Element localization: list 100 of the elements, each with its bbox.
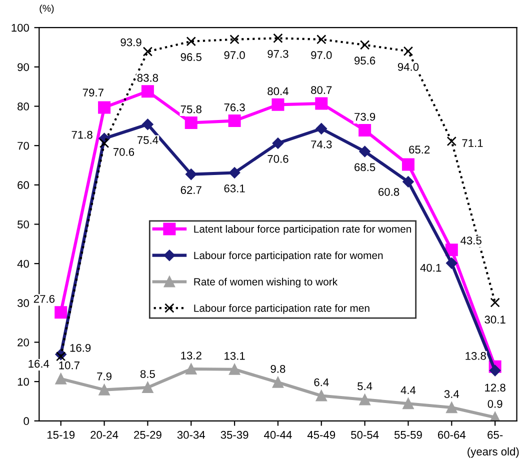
point — [56, 352, 66, 362]
point — [186, 36, 196, 46]
data-label: 5.4 — [358, 382, 372, 390]
data-label: 79.7 — [82, 88, 104, 97]
point — [272, 98, 284, 111]
data-label: 13.1 — [224, 352, 245, 360]
data-label: 16.4 — [28, 360, 50, 368]
data-label: 30.1 — [484, 316, 506, 324]
data-label: 97.0 — [311, 51, 332, 60]
point — [402, 398, 414, 410]
x-tick-label: 45-49 — [307, 430, 336, 439]
data-label: 93.9 — [120, 38, 142, 46]
legend-label: Labour force participation rate for women — [194, 251, 383, 262]
data-label: 70.6 — [113, 148, 134, 156]
x-axis-title: (years old) — [468, 447, 519, 458]
data-label: 76.3 — [224, 103, 245, 112]
data-label: 96.5 — [180, 53, 202, 62]
data-label: 63.1 — [224, 184, 245, 192]
y-tick-label: 0 — [24, 417, 29, 426]
point — [98, 384, 110, 396]
point — [358, 124, 372, 136]
y-tick-label: 20 — [18, 338, 29, 346]
data-label: 13.2 — [181, 352, 202, 360]
point — [359, 394, 370, 406]
point — [99, 138, 110, 148]
y-tick-label: 80 — [18, 102, 29, 110]
point — [228, 364, 240, 375]
x-tick-label: 50-54 — [351, 430, 379, 439]
point — [446, 402, 458, 414]
data-label: 12.8 — [485, 384, 506, 392]
data-label: 13.8 — [466, 352, 486, 360]
point — [403, 46, 414, 56]
point — [142, 46, 153, 56]
x-tick-label: 20-24 — [90, 430, 118, 439]
data-label: 10.7 — [59, 361, 80, 370]
data-label: 43.5 — [460, 236, 482, 244]
data-label: 75.4 — [137, 136, 158, 144]
point — [141, 85, 154, 98]
point — [402, 176, 414, 188]
data-label: 97.3 — [268, 50, 288, 58]
data-label: 0.9 — [488, 400, 502, 408]
data-label: 7.9 — [97, 372, 112, 380]
point — [446, 136, 457, 146]
data-label: 95.6 — [354, 56, 376, 65]
y-tick-label: 50 — [18, 220, 29, 228]
y-tick-label: 40 — [17, 260, 29, 268]
data-label: 60.8 — [378, 188, 400, 196]
point — [489, 364, 501, 376]
point — [316, 123, 327, 134]
point — [55, 373, 66, 384]
data-label: 73.9 — [354, 112, 376, 121]
data-label: 68.5 — [354, 163, 376, 172]
point — [228, 114, 241, 128]
y-tick-label: 90 — [18, 63, 29, 72]
y-tick-label: 70 — [18, 142, 29, 150]
data-label: 71.1 — [462, 139, 483, 147]
data-label: 97.0 — [224, 51, 245, 60]
data-label: 80.7 — [311, 86, 332, 94]
x-tick-label: 60-64 — [438, 430, 466, 439]
x-tick-label: 25-29 — [134, 430, 162, 439]
point — [142, 382, 154, 394]
point — [228, 167, 240, 178]
data-label: 83.8 — [137, 74, 158, 82]
point — [315, 97, 328, 110]
y-axis-title: (%) — [40, 4, 54, 14]
data-label: 70.6 — [268, 155, 288, 163]
data-label: 65.2 — [409, 146, 430, 154]
point — [446, 258, 458, 269]
point — [230, 34, 240, 44]
legend-label: Rate of women wishing to work — [194, 278, 338, 288]
y-tick-label: 30 — [17, 299, 29, 308]
point — [98, 101, 111, 114]
point — [445, 244, 458, 256]
legend-label: Labour force participation rate for men — [194, 304, 370, 314]
data-label: 94.0 — [398, 62, 419, 71]
data-label: 6.4 — [314, 378, 329, 386]
point — [142, 118, 154, 130]
point — [186, 363, 197, 375]
x-tick-label: 55-59 — [394, 430, 422, 439]
data-label: 3.4 — [444, 390, 460, 398]
point — [316, 34, 326, 44]
y-tick-label: 60 — [18, 181, 29, 190]
data-label: 9.8 — [270, 364, 286, 373]
data-label: 74.3 — [311, 140, 332, 148]
y-tick-label: 10 — [18, 378, 29, 386]
x-tick-label: 40-44 — [264, 430, 292, 439]
x-tick-label: 30-34 — [177, 430, 206, 439]
data-label: 62.7 — [180, 186, 202, 194]
point — [272, 376, 284, 388]
data-label: 71.8 — [72, 130, 92, 139]
point — [184, 116, 198, 130]
data-label: 8.5 — [140, 370, 155, 378]
point — [272, 138, 284, 149]
data-label: 16.9 — [70, 344, 91, 352]
point — [360, 40, 370, 50]
x-tick-label: 35-39 — [220, 430, 248, 439]
x-tick-label: 65- — [488, 430, 503, 439]
legend-label: Latent labour force participation rate for women — [194, 225, 412, 235]
point — [490, 298, 500, 308]
data-label: 27.6 — [34, 294, 55, 303]
